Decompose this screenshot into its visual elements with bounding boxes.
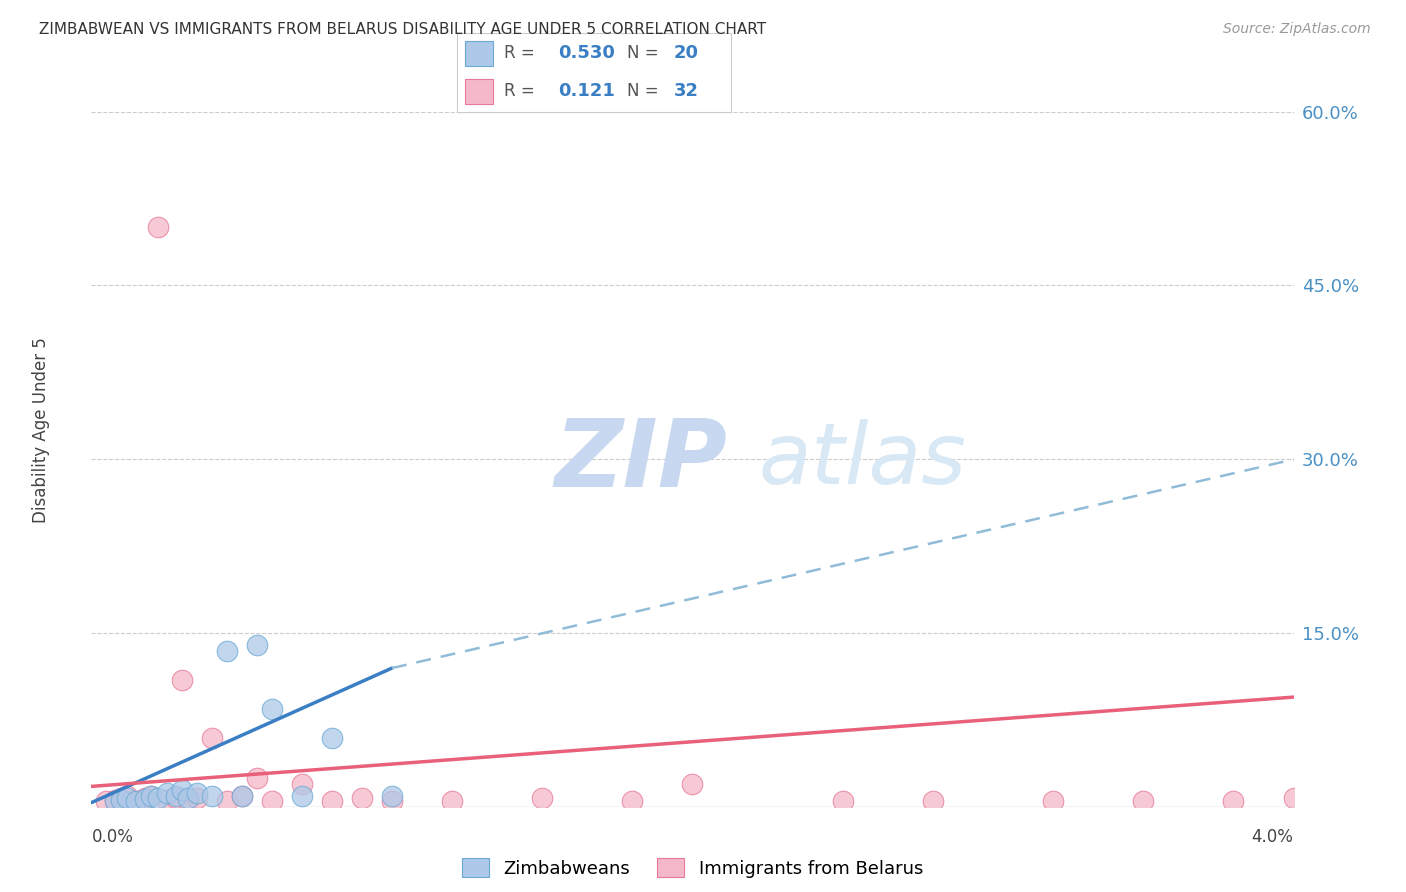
Point — [125, 795, 148, 808]
Point — [215, 644, 238, 658]
Point — [186, 786, 208, 800]
Point — [381, 795, 404, 808]
Point — [381, 789, 404, 803]
Point — [246, 638, 269, 652]
Bar — [465, 41, 492, 66]
Point — [201, 731, 224, 745]
Text: ZIMBABWEAN VS IMMIGRANTS FROM BELARUS DISABILITY AGE UNDER 5 CORRELATION CHART: ZIMBABWEAN VS IMMIGRANTS FROM BELARUS DI… — [39, 22, 766, 37]
Text: 4.0%: 4.0% — [1251, 828, 1294, 846]
Text: Source: ZipAtlas.com: Source: ZipAtlas.com — [1223, 22, 1371, 37]
Point — [170, 673, 193, 687]
Point — [110, 793, 132, 807]
Point — [141, 789, 163, 803]
Point — [110, 791, 132, 805]
Text: 0.530: 0.530 — [558, 45, 616, 62]
Point — [1132, 795, 1154, 808]
Point — [260, 701, 283, 715]
Point — [291, 777, 314, 791]
Point — [621, 795, 644, 808]
Point — [321, 731, 343, 745]
Point — [176, 791, 198, 805]
Point — [104, 793, 127, 807]
Point — [117, 791, 139, 805]
Point — [170, 783, 193, 797]
Point — [350, 791, 373, 805]
Text: 32: 32 — [673, 82, 699, 100]
Point — [155, 786, 177, 800]
Point — [134, 792, 156, 806]
Point — [104, 795, 127, 808]
Point — [321, 795, 343, 808]
Point — [531, 791, 554, 805]
Point — [246, 771, 269, 786]
Point — [1222, 795, 1244, 808]
Point — [922, 795, 945, 808]
Text: Disability Age Under 5: Disability Age Under 5 — [32, 337, 49, 524]
Point — [165, 789, 187, 803]
Point — [831, 795, 853, 808]
Point — [215, 795, 238, 808]
Point — [125, 795, 148, 808]
Point — [176, 795, 198, 808]
Point — [201, 789, 224, 803]
Point — [440, 795, 463, 808]
Point — [146, 220, 169, 235]
Point — [134, 791, 156, 805]
Point — [260, 795, 283, 808]
Point — [1282, 791, 1305, 805]
Legend: Zimbabweans, Immigrants from Belarus: Zimbabweans, Immigrants from Belarus — [454, 851, 931, 885]
Bar — [465, 78, 492, 103]
Text: 20: 20 — [673, 45, 699, 62]
Text: N =: N = — [627, 45, 664, 62]
Point — [231, 789, 253, 803]
Text: N =: N = — [627, 82, 664, 100]
Text: ZIP: ZIP — [554, 415, 727, 507]
Point — [165, 791, 187, 805]
Point — [186, 791, 208, 805]
Text: atlas: atlas — [759, 419, 966, 502]
Text: 0.0%: 0.0% — [91, 828, 134, 846]
Point — [155, 793, 177, 807]
Point — [231, 789, 253, 803]
Point — [117, 789, 139, 803]
Point — [291, 789, 314, 803]
Point — [681, 777, 703, 791]
Point — [141, 789, 163, 803]
Point — [1042, 795, 1064, 808]
Point — [96, 795, 118, 808]
Text: R =: R = — [503, 82, 540, 100]
Text: 0.121: 0.121 — [558, 82, 616, 100]
Text: R =: R = — [503, 45, 540, 62]
Point — [146, 791, 169, 805]
